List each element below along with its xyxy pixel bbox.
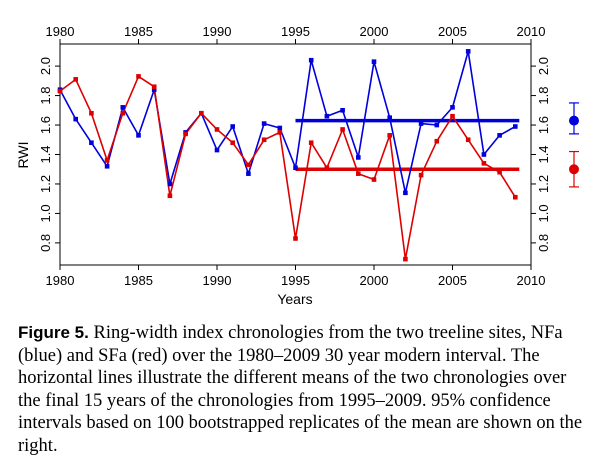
- x-tick-label-top: 2000: [360, 24, 389, 39]
- nfa-data-point: [89, 140, 94, 146]
- sfa-data-point: [230, 140, 235, 146]
- x-tick-label-bottom: 1995: [281, 273, 310, 288]
- x-tick-label-bottom: 1980: [46, 273, 75, 288]
- sfa-data-point: [136, 74, 141, 79]
- y-tick-label-left: 1.4: [38, 145, 53, 163]
- sfa-data-point: [387, 133, 392, 138]
- nfa-data-point: [324, 113, 330, 119]
- y-tick-label-right: 2.0: [536, 57, 551, 75]
- nfa-data-point: [293, 165, 298, 171]
- x-axis-title: Years: [277, 291, 312, 307]
- sfa-data-point: [434, 138, 440, 144]
- y-tick-label-left: 1.6: [38, 116, 53, 134]
- y-tick-label-right: 1.0: [536, 204, 551, 222]
- nfa-data-point: [104, 163, 110, 169]
- sfa-data-point: [497, 169, 502, 175]
- sfa-data-point: [214, 127, 220, 132]
- nfa-data-point: [387, 115, 392, 120]
- nfa-data-point: [136, 133, 141, 138]
- sfa-data-point: [418, 172, 424, 178]
- sfa-data-point: [371, 177, 377, 182]
- nfa-data-point: [481, 152, 487, 157]
- nfa-data-point: [151, 87, 157, 92]
- sfa-data-point: [104, 158, 110, 163]
- sfa-data-point: [293, 236, 298, 241]
- nfa-data-point: [340, 108, 345, 113]
- sfa-data-point: [340, 127, 345, 132]
- sfa-data-point: [277, 130, 283, 135]
- nfa-data-point: [167, 181, 173, 187]
- sfa-data-point: [356, 171, 361, 176]
- x-tick-label-top: 2010: [517, 24, 546, 39]
- sfa-data-point: [324, 165, 330, 171]
- figure-caption: Figure 5. Ring-width index chronologies …: [18, 322, 588, 457]
- x-tick-label-bottom: 2010: [517, 273, 546, 288]
- sfa-ci-mean-point: [569, 164, 579, 175]
- y-tick-label-left: 1.8: [38, 87, 53, 105]
- caption-text: Ring-width index chronologies from the t…: [18, 323, 583, 456]
- y-tick-label-right: 1.6: [536, 116, 551, 134]
- sfa-data-point: [246, 162, 251, 168]
- y-tick-label-left: 0.8: [38, 234, 53, 252]
- sfa-series-line: [59, 75, 516, 260]
- nfa-data-point: [465, 49, 471, 54]
- x-tick-label-top: 1980: [46, 24, 75, 39]
- sfa-data-point: [308, 140, 314, 146]
- nfa-ci-mean-point: [569, 115, 579, 126]
- x-tick-label-bottom: 1990: [203, 273, 232, 288]
- y-tick-label-right: 1.4: [536, 145, 551, 163]
- sfa-data-point: [513, 194, 518, 200]
- nfa-data-point: [371, 59, 377, 64]
- y-tick-label-left: 2.0: [38, 57, 53, 75]
- ring-width-chart: 1980 1985 1990 1995 2000 2005 2010 1980 1985 199…: [15, 24, 579, 307]
- nfa-data-point: [450, 105, 455, 110]
- y-tick-label-left: 1.0: [38, 204, 53, 222]
- x-tick-label-bottom: 2000: [360, 273, 389, 288]
- sfa-data-point: [450, 113, 455, 119]
- nfa-data-point: [230, 124, 235, 129]
- sfa-data-point: [151, 84, 157, 90]
- nfa-data-point: [120, 105, 126, 110]
- nfa-data-point: [403, 190, 408, 196]
- x-tick-label-top: 2005: [438, 24, 467, 39]
- y-axis-title: RWI: [15, 142, 31, 169]
- x-tick-label-top: 1995: [281, 24, 310, 39]
- x-tick-label-bottom: 1985: [124, 273, 153, 288]
- caption-label: Figure 5.: [18, 323, 89, 342]
- x-tick-label-top: 1990: [203, 24, 232, 39]
- nfa-data-point: [277, 125, 283, 131]
- sfa-data-point: [465, 137, 471, 143]
- nfa-data-point: [261, 121, 267, 126]
- x-tick-label-bottom: 2005: [438, 273, 467, 288]
- nfa-data-point: [513, 124, 518, 129]
- nfa-data-point: [497, 133, 502, 138]
- nfa-data-point: [214, 147, 220, 153]
- sfa-data-point: [57, 88, 63, 94]
- y-tick-label-right: 1.8: [536, 87, 551, 105]
- nfa-data-point: [73, 116, 78, 122]
- sfa-data-point: [120, 110, 126, 116]
- y-tick-label-right: 1.2: [536, 175, 551, 193]
- sfa-data-point: [89, 110, 94, 116]
- sfa-data-point: [73, 77, 78, 82]
- sfa-data-point: [481, 161, 487, 166]
- nfa-data-point: [418, 121, 424, 126]
- nfa-data-point: [434, 122, 440, 128]
- nfa-series-line: [59, 50, 516, 194]
- nfa-data-point: [308, 57, 314, 63]
- nfa-data-point: [246, 171, 251, 176]
- sfa-data-point: [199, 110, 204, 116]
- sfa-data-point: [261, 137, 267, 143]
- sfa-data-point: [403, 256, 408, 262]
- x-tick-label-top: 1985: [124, 24, 153, 39]
- y-tick-label-right: 0.8: [536, 234, 551, 252]
- y-tick-label-left: 1.2: [38, 175, 53, 193]
- sfa-data-point: [183, 131, 188, 137]
- nfa-data-point: [356, 155, 361, 160]
- sfa-data-point: [167, 193, 173, 199]
